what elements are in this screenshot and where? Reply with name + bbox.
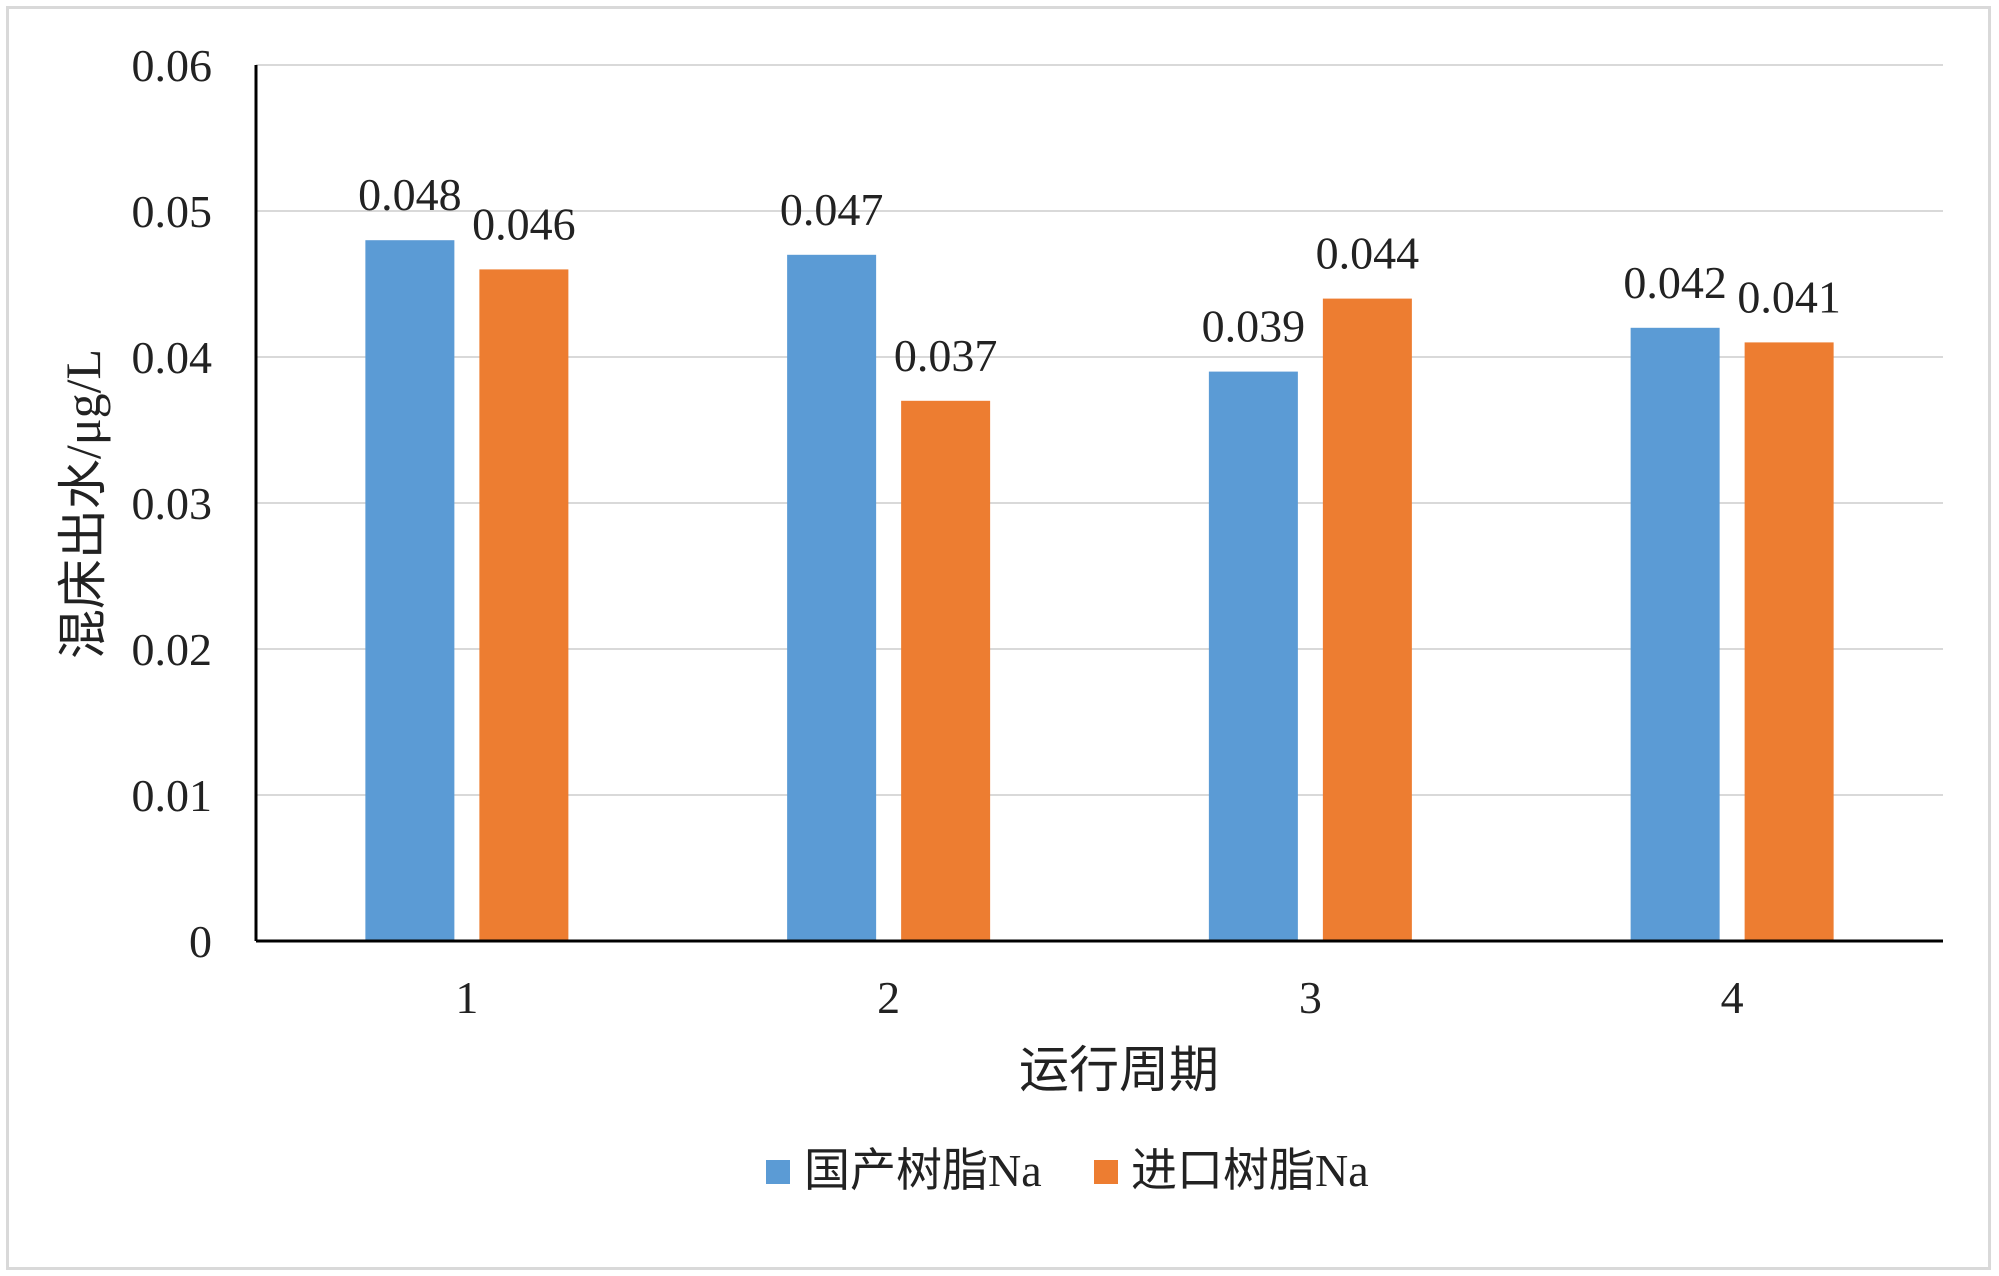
y-axis-title: 混床出水/μg/L	[55, 349, 111, 659]
bar-imported	[901, 400, 991, 941]
bar-imported	[1744, 342, 1834, 941]
bar-domestic	[787, 254, 877, 942]
axes	[254, 65, 1943, 943]
legend: 国产树脂Na 进口树脂Na	[766, 1145, 1369, 1196]
legend-item-imported: 进口树脂Na	[1094, 1145, 1369, 1196]
bar-imported	[479, 269, 569, 941]
data-label: 0.039	[1202, 301, 1306, 352]
data-label: 0.044	[1316, 228, 1420, 279]
y-tick-label: 0.02	[132, 624, 213, 675]
y-tick-label: 0.05	[132, 186, 213, 237]
y-tick-label: 0.03	[132, 478, 213, 529]
x-tick-labels: 1 2 3 4	[455, 972, 1743, 1023]
data-label: 0.041	[1737, 271, 1841, 322]
legend-label-domestic: 国产树脂Na	[804, 1145, 1042, 1196]
bars	[365, 240, 1834, 942]
y-tick-labels: 0 0.01 0.02 0.03 0.04 0.05 0.06	[132, 40, 213, 967]
data-label: 0.042	[1623, 257, 1727, 308]
bar-domestic	[1630, 327, 1720, 941]
data-label: 0.037	[894, 330, 998, 381]
data-label: 0.048	[358, 169, 462, 220]
bar-domestic	[365, 240, 455, 941]
legend-item-domestic: 国产树脂Na	[766, 1145, 1042, 1196]
legend-label-imported: 进口树脂Na	[1131, 1145, 1369, 1196]
x-tick-label: 1	[455, 972, 478, 1023]
y-tick-label: 0.04	[132, 332, 213, 383]
x-tick-label: 2	[877, 972, 900, 1023]
data-label: 0.046	[472, 198, 576, 249]
x-axis-title: 运行周期	[1019, 1042, 1219, 1098]
data-label: 0.047	[780, 184, 884, 235]
legend-swatch-imported	[1094, 1160, 1118, 1184]
bar-domestic	[1208, 371, 1298, 942]
legend-swatch-domestic	[766, 1160, 790, 1184]
y-tick-label: 0.01	[132, 770, 213, 821]
y-tick-label: 0.06	[132, 40, 213, 91]
x-tick-label: 3	[1299, 972, 1322, 1023]
bar-imported	[1322, 298, 1412, 942]
y-tick-label: 0	[189, 916, 212, 967]
x-tick-label: 4	[1721, 972, 1744, 1023]
